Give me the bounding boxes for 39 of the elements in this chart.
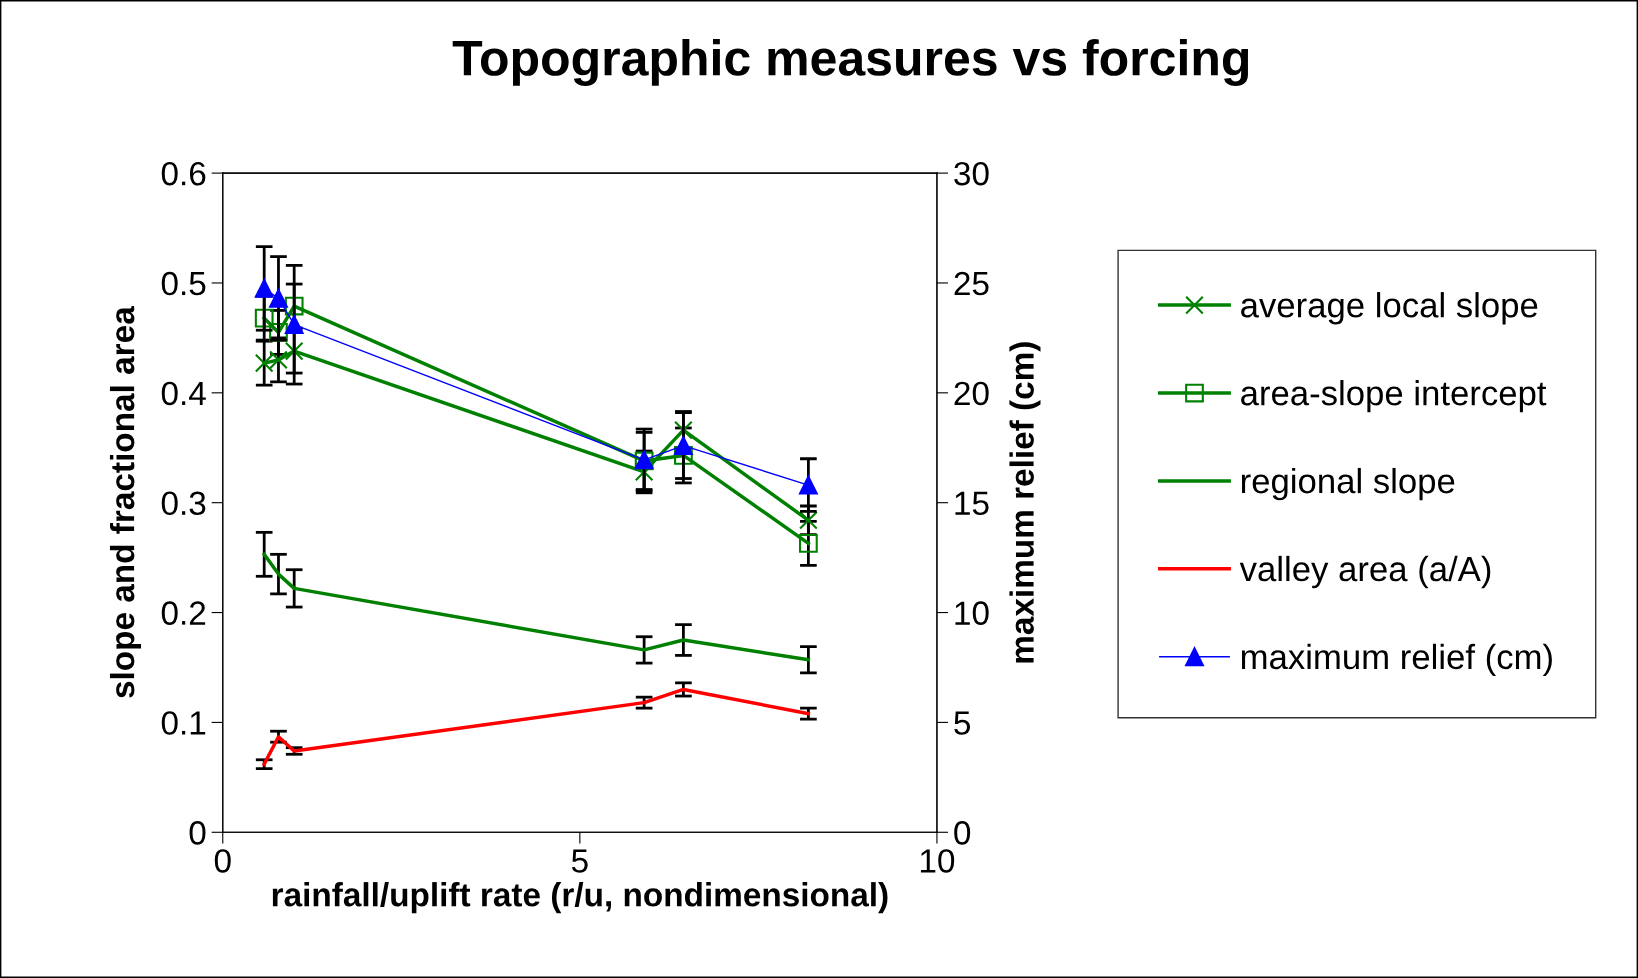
y-tick-label: 0.1 — [161, 711, 206, 735]
point — [799, 510, 818, 530]
point — [284, 315, 304, 335]
y-tick-label: 0.5 — [161, 271, 206, 296]
legend-label: area-slope intercept — [1241, 380, 1547, 413]
legend-label: average local slope — [1241, 292, 1538, 325]
point — [284, 296, 304, 316]
y2-axis-title: maximum relief (cm) — [1009, 342, 1041, 663]
y-tick-label: 0.6 — [161, 161, 206, 186]
point — [674, 446, 693, 465]
line-series — [262, 552, 811, 662]
line-series — [262, 687, 811, 766]
legend-label: maximum relief (cm) — [1241, 643, 1552, 677]
y-tick-label: 0 — [189, 821, 206, 845]
y2-tick-label: 25 — [954, 271, 989, 296]
y2-tick-label: 15 — [955, 491, 989, 516]
point — [284, 341, 304, 361]
point — [254, 279, 274, 298]
y2-tick-label: 0 — [954, 821, 971, 845]
x-tick-label: 0 — [214, 849, 231, 873]
point — [269, 288, 288, 308]
x-axis-title: rainfall/uplift rate (r/u, nondimensional) — [272, 882, 888, 914]
y2-tick-label: 30 — [954, 161, 989, 186]
legend-label: valley area (a/A) — [1239, 555, 1491, 589]
y-axis-title: slope and fractional area — [109, 306, 142, 698]
y2-tick-label: 10 — [955, 601, 989, 625]
x-tick-label: 5 — [571, 849, 588, 873]
y-tick-label: 0.4 — [161, 381, 206, 406]
y-tick-label: 0.2 — [161, 601, 206, 625]
x-tick-label: 10 — [920, 849, 955, 873]
y2-tick-label: 20 — [954, 381, 989, 406]
y-tick-label: 0.3 — [161, 491, 206, 516]
point — [254, 308, 274, 328]
point — [674, 436, 693, 455]
chart-title: Topographic measures vs forcing — [452, 39, 1249, 86]
point — [799, 475, 818, 495]
y2-tick-label: 5 — [954, 711, 971, 735]
point — [799, 533, 818, 553]
legend-label: regional slope — [1241, 467, 1455, 501]
